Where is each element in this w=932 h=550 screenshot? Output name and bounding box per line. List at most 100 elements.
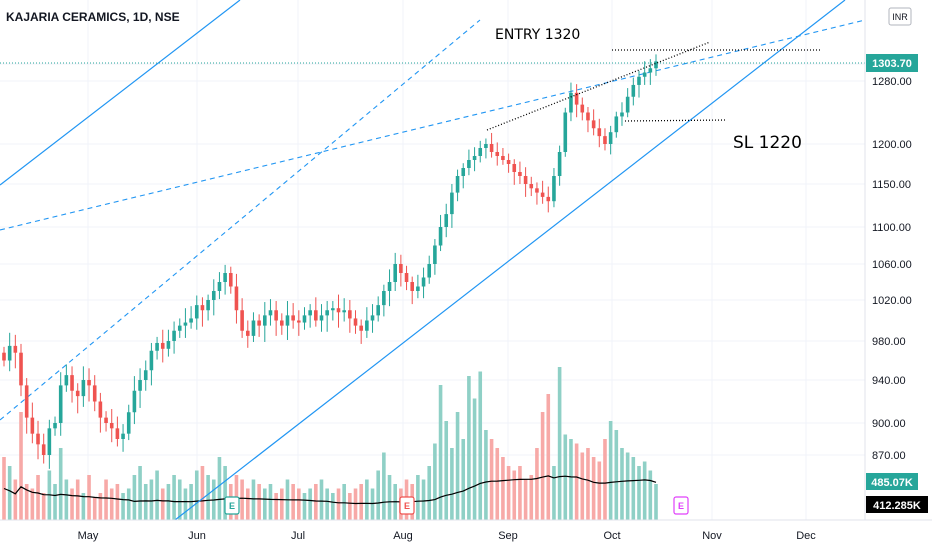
candle [529,176,534,197]
candle [138,368,142,408]
candle [535,182,539,205]
volume-bar [495,448,500,520]
volume-bar [574,443,579,520]
candle [404,265,409,291]
volume-bar [200,466,205,520]
volume-bar [348,493,352,520]
candle [467,149,471,176]
candles [2,54,658,469]
volume-bar [580,452,585,520]
volume-bar [240,479,244,520]
candle [444,203,449,238]
candle [461,163,466,189]
candle [87,368,91,402]
price-tick-label: 1150.00 [872,179,911,191]
volume-bar [370,488,375,520]
candle [206,294,210,321]
volume-bar [484,430,488,520]
candle [438,214,443,252]
candle [331,301,335,321]
candle [302,307,307,330]
volume-bar [427,466,432,520]
volume-bar [263,488,267,520]
volume-bar [472,398,477,520]
candle [70,366,74,403]
volume-bar [297,488,301,520]
candle [115,416,120,447]
candle [495,142,500,166]
candle [608,125,613,155]
candle [319,304,324,332]
price-tick-label: 1100.00 [872,222,911,234]
candle [172,321,176,354]
candle [472,147,477,172]
volume-bar [336,488,341,520]
candle [75,383,80,414]
volume-bar [36,475,40,520]
event-earnings-1[interactable]: E [224,496,240,515]
volume-bar [75,479,80,520]
candle [149,342,154,386]
event-earnings-3[interactable]: E [673,496,689,515]
volume-bar [438,385,443,520]
volume-bar [444,421,449,520]
volume-bar [450,448,454,520]
time-tick-label: Oct [603,530,620,542]
chart-title: KAJARIA CERAMICS, 1D, NSE [6,10,180,24]
candle [489,132,494,158]
volume-bar [155,470,159,520]
price-tick-label: 980.00 [872,336,906,348]
volume-bar [109,488,114,520]
currency-badge[interactable] [888,7,912,26]
svg-text:E: E [229,501,235,511]
volume-bar [642,461,647,520]
volume-bar [274,493,278,520]
volume-bar [245,488,250,520]
volume-bar [53,484,57,520]
event-earnings-2[interactable]: E [399,496,415,515]
volume-bar [19,412,23,520]
candle [314,297,318,327]
candle [580,97,585,121]
candle [370,304,375,333]
candle [654,54,658,76]
volume-bar [648,470,653,520]
volume-bar [115,484,120,520]
candle [518,161,522,184]
candle [2,346,6,367]
candle [336,294,341,328]
volume-bar [257,484,261,520]
volume-bar [251,479,256,520]
volume-bar [7,466,12,520]
candle [217,272,222,300]
candle [268,299,273,326]
price-tick-label: 870.00 [872,450,906,462]
candle [427,255,432,284]
candle [280,313,284,335]
candle [126,404,131,441]
volume-bar [359,484,363,520]
time-axis: May Jun Jul Aug Sep Oct Nov Dec [78,530,817,542]
volume-bar [586,448,590,520]
candle [234,273,239,324]
volume-bar [603,439,607,520]
candle [506,153,511,173]
candle [365,307,369,338]
candle [109,409,114,443]
candle [399,254,403,287]
candle [648,59,653,85]
volume-bar [597,461,602,520]
price-tick-label: 1060.00 [872,259,912,271]
candle [291,303,295,329]
volume-bar [489,439,494,520]
volume-bar [535,448,539,520]
time-tick-label: Sep [498,530,518,542]
volume-bar [92,497,97,520]
candle [597,118,602,148]
time-tick-label: Jun [188,530,206,542]
sl-annotation: SL 1220 [733,133,802,153]
volume-bar [325,488,329,520]
volume-bar [291,484,295,520]
volume-bar [104,479,108,520]
